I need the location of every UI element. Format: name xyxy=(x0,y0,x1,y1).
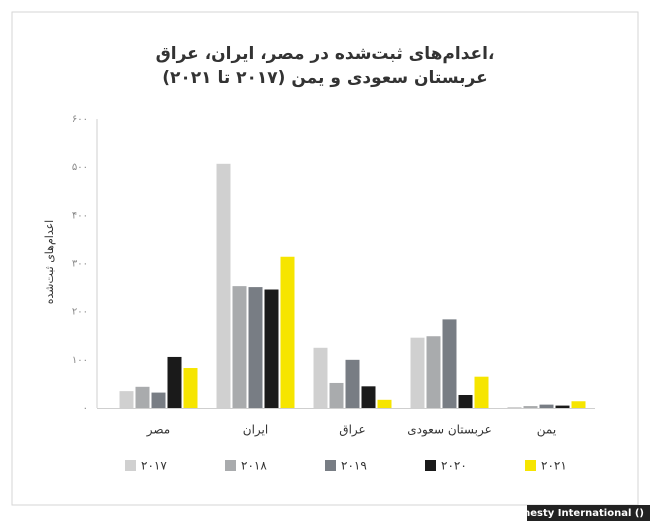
x-tick-label: عربستان سعودی xyxy=(407,423,492,438)
x-tick-label: مصر xyxy=(146,423,170,438)
x-tick-label: یمن xyxy=(537,423,556,438)
bar xyxy=(458,394,473,408)
bar xyxy=(135,386,150,408)
bar xyxy=(329,382,344,408)
bar xyxy=(539,404,554,408)
bar xyxy=(216,163,231,408)
bar xyxy=(555,405,570,408)
bar xyxy=(248,287,263,408)
legend-swatch xyxy=(325,460,336,471)
legend-swatch xyxy=(425,460,436,471)
chart-title: اعدام‌های ثبت‌شده در مصر، ایران، عراق، xyxy=(156,44,495,64)
bar xyxy=(119,391,134,408)
bar xyxy=(410,337,425,408)
x-tick-label: ایران xyxy=(243,423,268,438)
legend-label: ۲۰۱۸ xyxy=(241,459,267,473)
legend-label: ۲۰۱۹ xyxy=(341,459,367,473)
bar xyxy=(151,392,166,408)
frame xyxy=(11,11,639,506)
credit-bg xyxy=(527,505,650,521)
bar xyxy=(167,356,182,408)
x-tick-label: عراق xyxy=(339,423,365,438)
bar xyxy=(345,359,360,408)
bar xyxy=(442,319,457,408)
bar xyxy=(571,401,586,408)
bar xyxy=(313,347,328,408)
legend-swatch xyxy=(225,460,236,471)
y-axis-label: اعدام‌های ثبت‌شده xyxy=(43,220,56,304)
legend-swatch xyxy=(525,460,536,471)
bar xyxy=(280,256,295,408)
chart-title: عربستان سعودی و یمن (۲۰۱۷ تا ۲۰۲۱) xyxy=(162,68,488,88)
y-tick-label: ۶۰۰ xyxy=(72,114,88,125)
bar xyxy=(361,386,376,408)
legend-label: ۲۰۲۰ xyxy=(441,459,467,473)
y-tick-label: ۰ xyxy=(83,403,88,414)
bar xyxy=(507,407,522,408)
bar xyxy=(474,376,489,408)
legend-label: ۲۰۱۷ xyxy=(141,459,167,473)
y-tick-label: ۵۰۰ xyxy=(72,162,88,173)
y-tick-label: ۴۰۰ xyxy=(72,210,88,221)
legend-swatch xyxy=(125,460,136,471)
legend-label: ۲۰۲۱ xyxy=(541,459,567,473)
y-tick-label: ۱۰۰ xyxy=(72,355,88,366)
y-tick-label: ۲۰۰ xyxy=(72,307,88,318)
credit: Amnesty International () xyxy=(505,508,644,519)
bar xyxy=(523,406,538,408)
bar xyxy=(232,286,247,408)
bar xyxy=(426,336,441,408)
y-tick-label: ۳۰۰ xyxy=(72,259,88,270)
bar xyxy=(183,368,198,408)
bar xyxy=(264,289,279,408)
bar xyxy=(377,399,392,408)
